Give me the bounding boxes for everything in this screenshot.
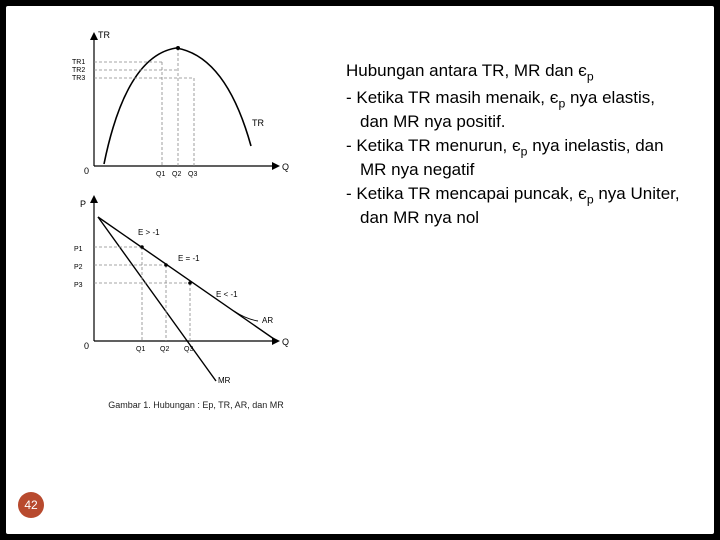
tr-xtick-3: Q3 xyxy=(188,171,197,178)
figure-caption: Gambar 1. Hubungan : Ep, TR, AR, dan MR xyxy=(66,400,326,410)
heading: Hubungan antara TR, MR dan єp xyxy=(346,60,686,85)
page-number: 42 xyxy=(24,498,37,512)
bullet-2: - Ketika TR menurun, єp nya inelastis, d… xyxy=(346,135,686,181)
p-xtick-3: Q3 xyxy=(184,346,193,353)
heading-sub: p xyxy=(587,69,594,83)
slide-content: TR Q 0 TR TR1 TR2 TR3 Q1 Q2 Q3 xyxy=(6,6,714,534)
tr-curve-label: TR xyxy=(252,118,264,128)
demand-chart: P Q 0 P1 P2 P3 Q1 Q2 Q3 E > -1 E = -1 E … xyxy=(66,191,296,391)
tr-chart: TR Q 0 TR TR1 TR2 TR3 Q1 Q2 Q3 xyxy=(66,26,296,186)
p-xtick-1: Q1 xyxy=(136,346,145,353)
p-xtick-2: Q2 xyxy=(160,346,169,353)
bullet-3: - Ketika TR mencapai puncak, єp nya Unit… xyxy=(346,183,686,229)
tr-xtick-2: Q2 xyxy=(172,171,181,178)
tr-ytick-2: TR2 xyxy=(72,67,85,74)
tr-y-label: TR xyxy=(98,30,110,40)
tr-curve xyxy=(104,48,251,164)
p-y-label: P xyxy=(80,199,86,209)
p-x-label: Q xyxy=(282,337,289,347)
mr-line xyxy=(98,217,216,381)
ar-line xyxy=(98,217,274,339)
e-label-2: E = -1 xyxy=(178,254,200,263)
p-ytick-1: P1 xyxy=(74,246,83,253)
text-block: Hubungan antara TR, MR dan єp - Ketika T… xyxy=(346,60,686,230)
bullet-1: - Ketika TR masih menaik, єp nya elastis… xyxy=(346,87,686,133)
p-ytick-3: P3 xyxy=(74,282,83,289)
tr-ytick-3: TR3 xyxy=(72,75,85,82)
figure-area: TR Q 0 TR TR1 TR2 TR3 Q1 Q2 Q3 xyxy=(66,26,326,446)
tr-origin: 0 xyxy=(84,166,89,176)
p-origin: 0 xyxy=(84,341,89,351)
p-ytick-2: P2 xyxy=(74,264,83,271)
tr-xtick-1: Q1 xyxy=(156,171,165,178)
page-number-badge: 42 xyxy=(18,492,44,518)
e-label-1: E > -1 xyxy=(138,228,160,237)
tr-ytick-1: TR1 xyxy=(72,59,85,66)
tr-x-label: Q xyxy=(282,162,289,172)
e-label-3: E < -1 xyxy=(216,290,238,299)
mr-label: MR xyxy=(218,376,231,385)
ar-label: AR xyxy=(262,316,273,325)
heading-text: Hubungan antara TR, MR dan є xyxy=(346,61,587,80)
